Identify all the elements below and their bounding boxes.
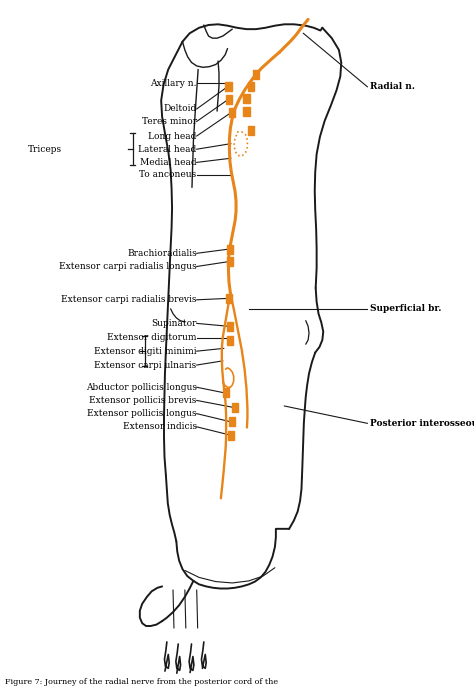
Text: Extensor digitorum: Extensor digitorum bbox=[107, 334, 197, 342]
Bar bbox=[248, 126, 255, 135]
Text: Extensor indicis: Extensor indicis bbox=[123, 423, 197, 431]
Text: Extensor digiti minimi: Extensor digiti minimi bbox=[94, 347, 197, 355]
Text: Posterior interosseous n.: Posterior interosseous n. bbox=[370, 419, 474, 428]
Text: Superficial br.: Superficial br. bbox=[370, 305, 441, 313]
Text: Long head: Long head bbox=[148, 132, 197, 140]
Text: Figure 7: Journey of the radial nerve from the posterior cord of the: Figure 7: Journey of the radial nerve fr… bbox=[5, 677, 278, 686]
Bar bbox=[226, 82, 231, 92]
Text: Deltoid: Deltoid bbox=[164, 105, 197, 113]
Bar bbox=[228, 430, 234, 440]
Bar bbox=[226, 94, 232, 103]
Bar bbox=[227, 257, 233, 266]
Text: Radial n.: Radial n. bbox=[370, 83, 415, 91]
Bar bbox=[244, 106, 250, 115]
Bar bbox=[227, 336, 233, 344]
Text: Medial head: Medial head bbox=[140, 158, 197, 167]
Text: Extensor pollicis brevis: Extensor pollicis brevis bbox=[89, 396, 197, 405]
Bar bbox=[244, 94, 250, 103]
Text: Teres minor: Teres minor bbox=[142, 117, 197, 126]
Text: Brachioradialis: Brachioradialis bbox=[127, 249, 197, 257]
Text: Extensor carpi radialis longus: Extensor carpi radialis longus bbox=[59, 262, 197, 271]
Text: Triceps: Triceps bbox=[27, 145, 62, 153]
Text: To anconeus: To anconeus bbox=[139, 171, 197, 179]
Text: Supinator: Supinator bbox=[151, 319, 197, 328]
Bar bbox=[253, 70, 259, 79]
Bar bbox=[226, 294, 232, 303]
Text: Extensor carpi radialis brevis: Extensor carpi radialis brevis bbox=[61, 296, 197, 304]
Bar bbox=[248, 82, 255, 92]
Bar bbox=[227, 245, 233, 254]
Bar bbox=[227, 322, 233, 331]
Text: Extensor carpi ulnaris: Extensor carpi ulnaris bbox=[94, 361, 197, 369]
Text: Abductor pollicis longus: Abductor pollicis longus bbox=[86, 383, 197, 391]
Bar bbox=[222, 389, 228, 397]
Bar bbox=[229, 108, 235, 117]
Text: Lateral head: Lateral head bbox=[138, 145, 197, 153]
Text: Axillary n.: Axillary n. bbox=[150, 79, 197, 87]
Text: Extensor pollicis longus: Extensor pollicis longus bbox=[87, 409, 197, 418]
Bar bbox=[229, 417, 235, 426]
Bar bbox=[231, 403, 237, 412]
